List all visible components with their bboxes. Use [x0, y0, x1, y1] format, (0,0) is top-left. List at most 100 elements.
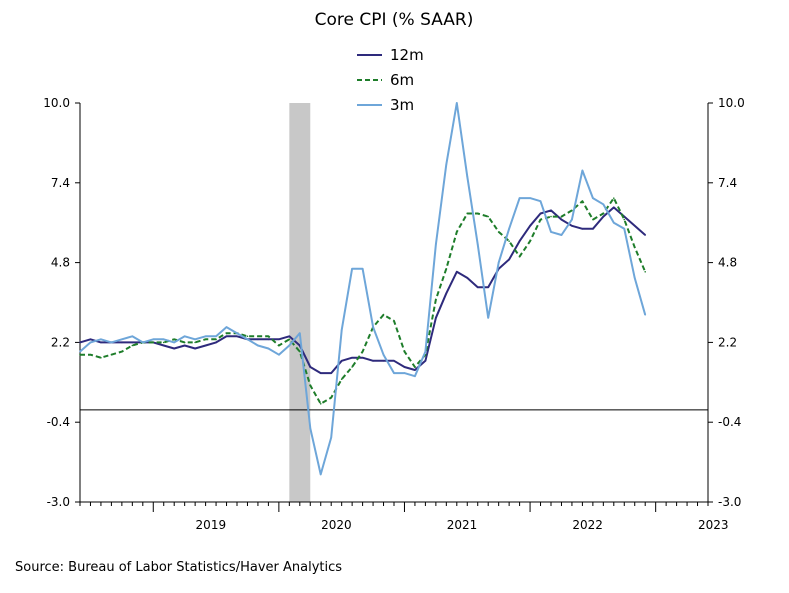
data-point-3m [319, 473, 322, 476]
data-point-3m [623, 228, 626, 230]
data-point-12m [100, 341, 102, 344]
data-point-6m [414, 366, 416, 368]
data-point-3m [215, 335, 217, 338]
data-point-12m [309, 366, 312, 368]
data-point-3m [121, 338, 123, 341]
data-point-3m [633, 277, 636, 279]
data-point-3m [225, 326, 228, 328]
data-point-12m [278, 338, 280, 341]
data-point-12m [466, 277, 469, 279]
y-tick-label-left: 2.2 [51, 335, 70, 349]
data-point-6m [340, 378, 343, 381]
legend-label-6m: 6m [390, 71, 414, 89]
data-point-3m [257, 344, 259, 347]
data-point-3m [110, 341, 113, 344]
data-point-12m [340, 360, 343, 362]
data-point-12m [613, 206, 615, 209]
data-point-6m [602, 212, 605, 215]
data-point-6m [131, 344, 134, 347]
data-point-12m [602, 215, 605, 218]
data-point-3m [330, 436, 333, 439]
y-tick-label-right: -3.0 [718, 495, 741, 509]
data-point-12m [508, 258, 510, 261]
data-point-3m [445, 163, 448, 166]
data-point-12m [445, 292, 448, 295]
data-point-6m [288, 338, 291, 341]
data-point-6m [435, 298, 437, 301]
data-point-12m [131, 341, 134, 344]
data-point-6m [633, 246, 636, 249]
x-tick-label: 2019 [196, 518, 227, 532]
legend: 12m 6m 3m [357, 46, 424, 114]
data-point-6m [466, 212, 469, 215]
data-point-6m [162, 341, 165, 344]
data-point-6m [173, 338, 175, 341]
data-point-3m [372, 326, 374, 328]
data-point-3m [466, 175, 469, 178]
data-point-3m [581, 169, 584, 172]
data-point-12m [414, 369, 416, 371]
data-point-12m [257, 338, 259, 341]
data-point-3m [476, 243, 479, 245]
data-point-12m [361, 356, 364, 359]
data-point-6m [456, 231, 458, 233]
data-point-3m [361, 267, 364, 270]
data-point-6m [183, 341, 186, 344]
y-tick-label-left: -0.4 [47, 415, 70, 429]
data-point-6m [267, 335, 270, 338]
data-point-6m [550, 215, 552, 218]
data-point-12m [267, 338, 270, 341]
y-tick-label-left: 7.4 [51, 176, 70, 190]
data-point-3m [414, 375, 416, 377]
data-point-6m [89, 353, 92, 356]
data-point-6m [79, 353, 81, 356]
series-line-6m [80, 197, 647, 405]
data-point-12m [476, 286, 479, 288]
y-tick-label-right: 10.0 [718, 96, 745, 110]
y-tick-label-left: 10.0 [43, 96, 70, 110]
y-tick-label-right: 7.4 [718, 176, 737, 190]
data-point-6m [309, 384, 312, 387]
series-line-3m [79, 102, 647, 476]
data-point-3m [183, 335, 186, 338]
data-point-3m [340, 329, 343, 331]
data-point-12m [456, 271, 458, 273]
x-tick-label: 2023 [698, 518, 729, 532]
data-point-3m [592, 197, 594, 199]
data-point-12m [194, 347, 196, 350]
data-point-3m [539, 200, 542, 203]
data-point-12m [162, 344, 165, 347]
data-point-3m [194, 338, 196, 341]
y-tick-label-left: 4.8 [51, 256, 70, 270]
source-note: Source: Bureau of Labor Statistics/Haver… [15, 560, 343, 575]
data-point-12m [183, 344, 186, 347]
data-point-6m [225, 332, 228, 334]
recession-shading [289, 103, 311, 502]
data-point-12m [89, 338, 92, 341]
data-point-3m [204, 335, 207, 338]
data-point-3m [246, 338, 249, 341]
data-point-3m [309, 427, 312, 430]
data-point-6m [215, 338, 217, 341]
data-point-3m [644, 313, 646, 316]
data-point-6m [100, 356, 102, 359]
data-point-12m [633, 224, 636, 227]
data-point-6m [497, 231, 500, 233]
data-point-3m [142, 341, 144, 344]
data-point-12m [288, 335, 291, 338]
y-tick-label-left: -3.0 [47, 495, 70, 509]
data-point-6m [487, 215, 490, 218]
data-point-12m [173, 347, 175, 350]
data-point-6m [508, 240, 510, 242]
data-point-12m [393, 360, 395, 362]
data-point-12m [592, 228, 594, 230]
y-tick-label-right: -0.4 [718, 415, 741, 429]
data-point-12m [121, 341, 123, 344]
data-point-6m [623, 218, 626, 221]
y-tick-label-right: 2.2 [718, 335, 737, 349]
data-point-3m [487, 317, 490, 319]
data-point-3m [288, 344, 291, 347]
data-point-12m [204, 344, 207, 347]
data-point-12m [539, 212, 542, 215]
data-point-6m [592, 218, 594, 221]
